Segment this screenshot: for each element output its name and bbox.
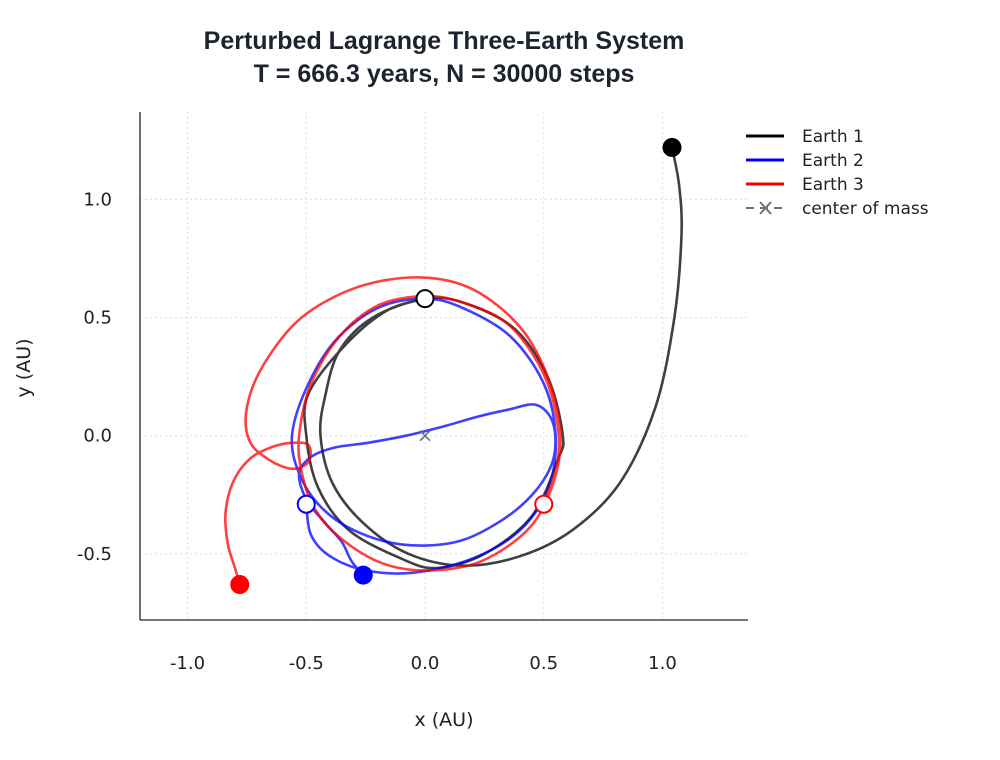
center-of-mass-x-stroke-b: [419, 430, 431, 442]
center-of-mass-marker: [419, 430, 431, 442]
position-markers: [230, 137, 682, 595]
x-tick-label-2: 0.0: [411, 653, 440, 674]
earth-1-end-marker: [662, 137, 682, 157]
y-tick-label-3: 1.0: [83, 189, 112, 210]
legend-item-center-of-mass: center of mass: [746, 199, 929, 219]
legend-x-mark-b: [759, 201, 772, 215]
axes: [139, 112, 748, 621]
grid-lines: [140, 112, 748, 620]
y-tick-label-2: 0.5: [83, 308, 112, 329]
earth-2-end-marker: [353, 565, 373, 585]
legend-label-center-of-mass: center of mass: [802, 199, 929, 219]
legend-item-earth-3: Earth 3: [746, 175, 864, 195]
legend-label-earth-3: Earth 3: [802, 175, 864, 195]
legend-item-earth-2: Earth 2: [746, 151, 864, 171]
y-axis-label: y (AU): [13, 338, 35, 397]
chart-title: Perturbed Lagrange Three-Earth System: [204, 27, 685, 55]
x-tick-label-4: 1.0: [648, 653, 677, 674]
y-tick-label-1: 0.0: [83, 426, 112, 447]
tick-labels: -1.0 -0.5 0.0 0.5 1.0 -0.5 0.0 0.5 1.0: [77, 189, 677, 674]
x-tick-label-0: -1.0: [170, 653, 205, 674]
series-lines: [224, 146, 683, 586]
earth-3-end-marker: [230, 575, 250, 595]
legend-label-earth-1: Earth 1: [802, 127, 864, 147]
legend-label-earth-2: Earth 2: [802, 151, 864, 171]
earth-1-trajectory: [303, 146, 683, 570]
earth-3-start-marker: [534, 494, 554, 514]
x-axis-label: x (AU): [414, 709, 473, 731]
x-tick-label-1: -0.5: [289, 653, 324, 674]
chart-subtitle: T = 666.3 years, N = 30000 steps: [254, 60, 635, 88]
y-tick-label-0: -0.5: [77, 544, 112, 565]
earth-1-start-marker: [415, 289, 435, 309]
earth-2-start-marker: [296, 494, 316, 514]
legend-item-earth-1: Earth 1: [746, 127, 864, 147]
x-tick-label-3: 0.5: [529, 653, 558, 674]
legend: Earth 1 Earth 2 Earth 3 center of mass: [746, 127, 929, 219]
earth-3-trajectory: [224, 276, 562, 586]
